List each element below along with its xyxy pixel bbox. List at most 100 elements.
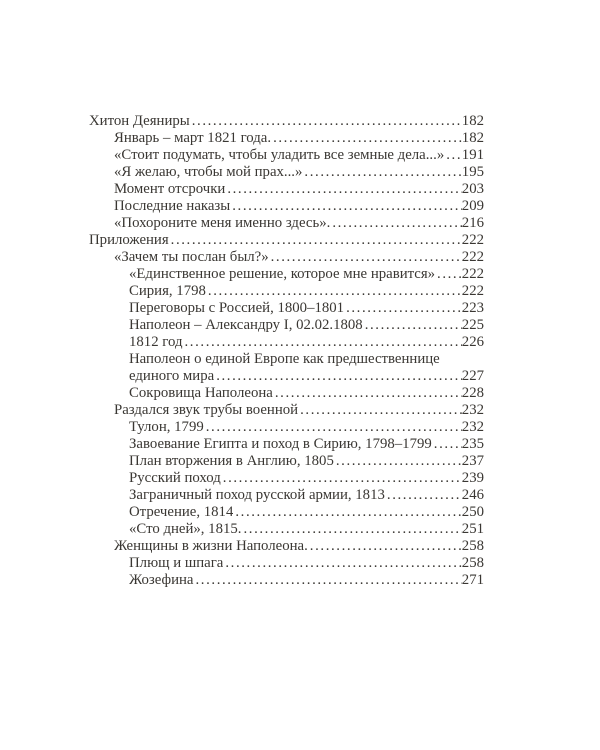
page-number: 223 (461, 300, 484, 316)
toc-entry: «Я желаю, чтобы мой прах...»............… (89, 164, 484, 181)
page-number: 222 (461, 232, 484, 248)
toc-entry-title: Наполеон о единой Европе как предшествен… (129, 351, 440, 367)
toc-entry: единого мира............................… (89, 368, 484, 385)
toc-entry-title: Жозефина (129, 572, 194, 588)
toc-entry: Плющ и шпага............................… (89, 555, 484, 572)
toc-entry-title: единого мира (129, 368, 215, 384)
dot-leader: ........................................… (235, 504, 462, 520)
toc-entry: Хитон Деяниры...........................… (89, 113, 484, 130)
toc-entry-title: Момент отсрочки (114, 181, 226, 197)
dot-leader: ........................................… (309, 538, 462, 554)
toc-entry: Переговоры с Россией, 1800–1801.........… (89, 300, 484, 317)
dot-leader: ........................................… (222, 470, 462, 486)
toc-entry-title: «Единственное решение, которое мне нрави… (129, 266, 436, 282)
toc-entry: «Стоит подумать, чтобы уладить все земны… (89, 147, 484, 164)
dot-leader: ........................................… (170, 232, 462, 248)
toc-entry: Русский поход...........................… (89, 470, 484, 487)
toc-entry: Жозефина................................… (89, 572, 484, 589)
page-number: 228 (461, 385, 484, 401)
toc-entry: Приложения..............................… (89, 232, 484, 249)
toc-entry: Январь – март 1821 года.................… (89, 130, 484, 147)
toc-entry-title: Раздался звук трубы военной (114, 402, 299, 418)
dot-leader: ........................................… (300, 402, 462, 418)
toc-entry: Сирия, 1798.............................… (89, 283, 484, 300)
page-number: 182 (461, 113, 484, 129)
page-number: 225 (461, 317, 484, 333)
dot-leader: ........................................… (273, 130, 462, 146)
toc-entry-title: «Стоит подумать, чтобы уладить все земны… (114, 147, 445, 163)
toc-entry-title: «Похороните меня именно здесь». (114, 215, 331, 231)
dot-leader: ........................................… (335, 453, 462, 469)
toc-entry-title: Сирия, 1798 (129, 283, 206, 299)
toc-entry: 1812 год................................… (89, 334, 484, 351)
toc-entry: Завоевание Египта и поход в Сирию, 1798–… (89, 436, 484, 453)
page-number: 209 (461, 198, 484, 214)
toc-entry-title: Приложения (89, 232, 169, 248)
page-number: 203 (461, 181, 484, 197)
dot-leader: ........................................… (304, 164, 461, 180)
toc-entry-title: «Зачем ты послан был?» (114, 249, 269, 265)
toc-entry: План вторжения в Англию, 1805...........… (89, 453, 484, 470)
toc-entry: «Похороните меня именно здесь»..........… (89, 215, 484, 232)
page-number: 258 (461, 555, 484, 571)
toc-entry: Раздался звук трубы военной.............… (89, 402, 484, 419)
dot-leader: ........................................… (243, 521, 462, 537)
dot-leader: ........................................… (346, 300, 462, 316)
page-number: 226 (461, 334, 484, 350)
toc-entry-title: 1812 год (129, 334, 183, 350)
toc-entry-title: Январь – март 1821 года. (114, 130, 272, 146)
toc-entry: Последние наказы........................… (89, 198, 484, 215)
toc-entry: Отречение, 1814.........................… (89, 504, 484, 521)
toc-entry-title: Сокровища Наполеона (129, 385, 273, 401)
toc-entry: Сокровища Наполеона.....................… (89, 385, 484, 402)
page-number: 182 (461, 130, 484, 146)
toc-entry-title: Переговоры с Россией, 1800–1801 (129, 300, 345, 316)
page-number: 246 (461, 487, 484, 503)
page-number: 250 (461, 504, 484, 520)
dot-leader: ........................................… (437, 266, 462, 282)
toc-entry-title: Женщины в жизни Наполеона. (114, 538, 308, 554)
page-number: 191 (461, 147, 484, 163)
dot-leader: ........................................… (216, 368, 462, 384)
dot-leader: ........................................… (195, 572, 462, 588)
dot-leader: ........................................… (232, 198, 462, 214)
toc-entry: Момент отсрочки.........................… (89, 181, 484, 198)
page-number: 271 (461, 572, 484, 588)
page-number: 222 (461, 266, 484, 282)
dot-leader: ........................................… (332, 215, 461, 231)
toc-entry: «Единственное решение, которое мне нрави… (89, 266, 484, 283)
toc-entry-title: Завоевание Египта и поход в Сирию, 1798–… (129, 436, 432, 452)
page-number: 237 (461, 453, 484, 469)
page-number: 216 (461, 215, 484, 231)
toc-entry-title: Русский поход (129, 470, 221, 486)
page-number: 227 (461, 368, 484, 384)
dot-leader: ........................................… (207, 283, 462, 299)
dot-leader: ........................................… (433, 436, 462, 452)
page-number: 232 (461, 419, 484, 435)
toc-entry-title: Отречение, 1814 (129, 504, 234, 520)
toc-entry: «Зачем ты послан был?»..................… (89, 249, 484, 266)
toc-entry: Заграничный поход русской армии, 1813...… (89, 487, 484, 504)
toc-entry-title: Заграничный поход русской армии, 1813 (129, 487, 385, 503)
toc-entry: Наполеон – Александру I, 02.02.1808.....… (89, 317, 484, 334)
dot-leader: ........................................… (225, 555, 462, 571)
dot-leader: ........................................… (446, 147, 462, 163)
toc-entry-title: «Сто дней», 1815. (129, 521, 242, 537)
toc-entry: «Сто дней», 1815........................… (89, 521, 484, 538)
dot-leader: ........................................… (270, 249, 462, 265)
table-of-contents: Хитон Деяниры...........................… (89, 113, 484, 589)
page-number: 239 (461, 470, 484, 486)
dot-leader: ........................................… (386, 487, 462, 503)
toc-entry-title: План вторжения в Англию, 1805 (129, 453, 334, 469)
page-number: 235 (461, 436, 484, 452)
toc-entry-title: Хитон Деяниры (89, 113, 190, 129)
dot-leader: ........................................… (191, 113, 462, 129)
page-number: 195 (461, 164, 484, 180)
toc-entry-title: Последние наказы (114, 198, 231, 214)
dot-leader: ........................................… (364, 317, 462, 333)
page-number: 222 (461, 249, 484, 265)
dot-leader: ........................................… (205, 419, 462, 435)
page-number: 222 (461, 283, 484, 299)
dot-leader: ........................................… (274, 385, 462, 401)
